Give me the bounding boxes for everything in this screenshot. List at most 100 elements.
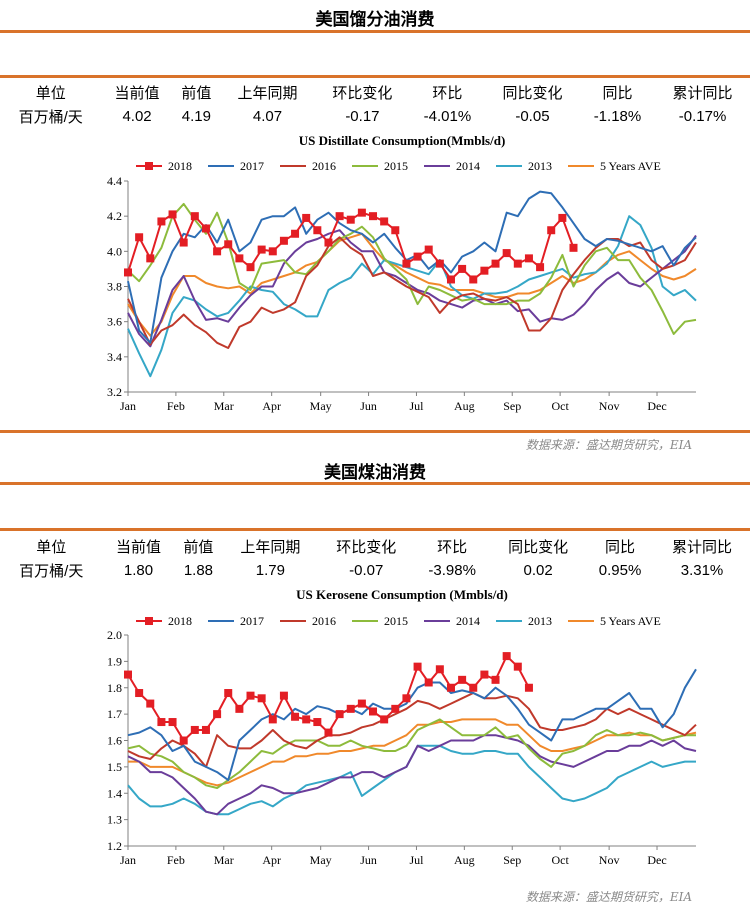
x-tick-label: Feb xyxy=(167,399,185,413)
stats-header-cell: 上年同期 xyxy=(240,538,301,556)
x-tick-label: Jun xyxy=(360,399,377,413)
stats-header-cell: 环比 xyxy=(437,538,468,556)
data-point xyxy=(547,226,556,235)
legend-item: 2013 xyxy=(496,614,552,628)
legend-label: 2018 xyxy=(168,159,192,173)
stats-value-cell: 0.02 xyxy=(523,561,553,579)
data-point xyxy=(335,212,344,221)
data-point xyxy=(491,259,500,268)
data-point xyxy=(124,268,132,277)
legend-item: 2016 xyxy=(280,614,336,628)
legend-item: 2015 xyxy=(352,614,408,628)
stats-header-cell: 同比 xyxy=(602,84,633,102)
data-point xyxy=(190,212,199,221)
stats-value-cell: 百万桶/天 xyxy=(19,562,84,580)
data-point xyxy=(324,728,333,737)
data-point xyxy=(201,725,210,734)
data-point xyxy=(157,718,166,727)
series-line-2018 xyxy=(127,655,530,742)
x-tick-label: Dec xyxy=(647,853,666,867)
data-point xyxy=(458,675,467,684)
x-tick-label: Apr xyxy=(262,399,281,413)
section-title-kerosene: 美国煤油消费 xyxy=(324,463,426,483)
chart-title: US Distillate Consumption(Mmbls/d) xyxy=(299,133,506,148)
x-tick-label: May xyxy=(310,853,332,867)
x-tick-label: Mar xyxy=(214,853,234,867)
x-tick-label: Feb xyxy=(167,853,185,867)
kerosene-chart: US Kerosene Consumption (Mmbls/d) 2018 201… xyxy=(107,587,697,867)
data-point xyxy=(302,715,311,724)
stats-header-cell: 单位 xyxy=(36,538,67,556)
stats-header-cell: 同比 xyxy=(605,538,636,556)
series-line-2015 xyxy=(127,718,696,789)
legend-label: 2017 xyxy=(240,614,264,628)
stats-value-cell: -0.05 xyxy=(515,107,550,125)
series-line-2016 xyxy=(127,692,697,768)
distillate-chart: US Distillate Consumption(Mmbls/d) 2018 20… xyxy=(107,133,697,413)
data-point xyxy=(201,224,210,233)
stats-value-cell: -1.18% xyxy=(593,107,642,125)
data-point xyxy=(179,238,188,247)
stats-header-row: 单位 当前值 前值 上年同期 环比变化 环比 同比变化 同比 累计同比 xyxy=(0,534,750,558)
data-point xyxy=(357,208,366,217)
y-tick-label: 1.3 xyxy=(107,813,122,827)
data-point xyxy=(124,670,132,679)
stats-header-cell: 环比变化 xyxy=(336,538,397,556)
data-point xyxy=(480,266,489,275)
data-point xyxy=(413,662,422,671)
stats-table-kerosene: 单位 当前值 前值 上年同期 环比变化 环比 同比变化 同比 累计同比 百万桶/… xyxy=(0,534,750,582)
stats-header-cell: 单位 xyxy=(35,84,66,102)
legend-item: 2018 xyxy=(136,614,192,628)
stats-value-cell: -0.17% xyxy=(678,107,727,125)
data-point xyxy=(235,254,244,263)
stats-header-cell: 环比 xyxy=(432,84,463,102)
data-point xyxy=(391,226,400,235)
data-point xyxy=(291,229,300,238)
data-point xyxy=(402,259,411,268)
stats-table-distillate: 单位 当前值 前值 上年同期 环比变化 环比 同比变化 同比 累计同比 百万桶/… xyxy=(0,80,750,128)
data-point xyxy=(413,252,422,261)
legend-item: 2013 xyxy=(496,159,552,173)
y-tick-label: 3.4 xyxy=(107,350,122,364)
stats-value-cell: 0.95% xyxy=(598,561,642,579)
data-point xyxy=(480,670,489,679)
legend-item: 2014 xyxy=(424,159,480,173)
data-point xyxy=(146,699,155,708)
stats-header-cell: 同比变化 xyxy=(502,84,563,102)
x-tick-label: Sep xyxy=(503,399,521,413)
x-tick-label: Nov xyxy=(599,853,620,867)
stats-value-cell: 4.02 xyxy=(122,107,152,125)
x-tick-label: Nov xyxy=(599,399,620,413)
y-tick-label: 4.2 xyxy=(107,209,122,223)
data-point xyxy=(291,712,300,721)
legend-label: 2015 xyxy=(384,614,408,628)
divider-top xyxy=(0,482,750,485)
data-point xyxy=(536,263,545,272)
x-tick-label: Aug xyxy=(454,853,475,867)
x-tick-label: May xyxy=(310,399,332,413)
data-point xyxy=(313,718,322,727)
section-title-distillate: 美国馏分油消费 xyxy=(315,10,435,30)
legend-label: 2013 xyxy=(528,614,552,628)
series-line-2014 xyxy=(127,229,697,348)
data-point xyxy=(469,683,478,692)
data-point xyxy=(391,704,400,713)
data-point xyxy=(268,247,277,256)
x-tick-label: Oct xyxy=(551,853,569,867)
stats-header-cell: 上年同期 xyxy=(237,84,298,102)
legend-item: 2017 xyxy=(208,614,264,628)
data-point xyxy=(513,662,522,671)
y-tick-label: 1.8 xyxy=(107,681,122,695)
stats-header-cell: 累计同比 xyxy=(672,538,733,556)
data-point xyxy=(246,691,255,700)
data-point xyxy=(502,249,511,258)
x-tick-label: Apr xyxy=(262,853,281,867)
stats-value-cell: 百万桶/天 xyxy=(18,108,83,126)
data-point xyxy=(257,245,266,254)
stats-header-cell: 当前值 xyxy=(115,538,161,556)
data-point xyxy=(446,275,455,284)
data-point xyxy=(302,213,311,222)
stats-header-cell: 环比变化 xyxy=(332,84,393,102)
data-point xyxy=(424,678,433,687)
divider-stats-top xyxy=(0,75,750,78)
